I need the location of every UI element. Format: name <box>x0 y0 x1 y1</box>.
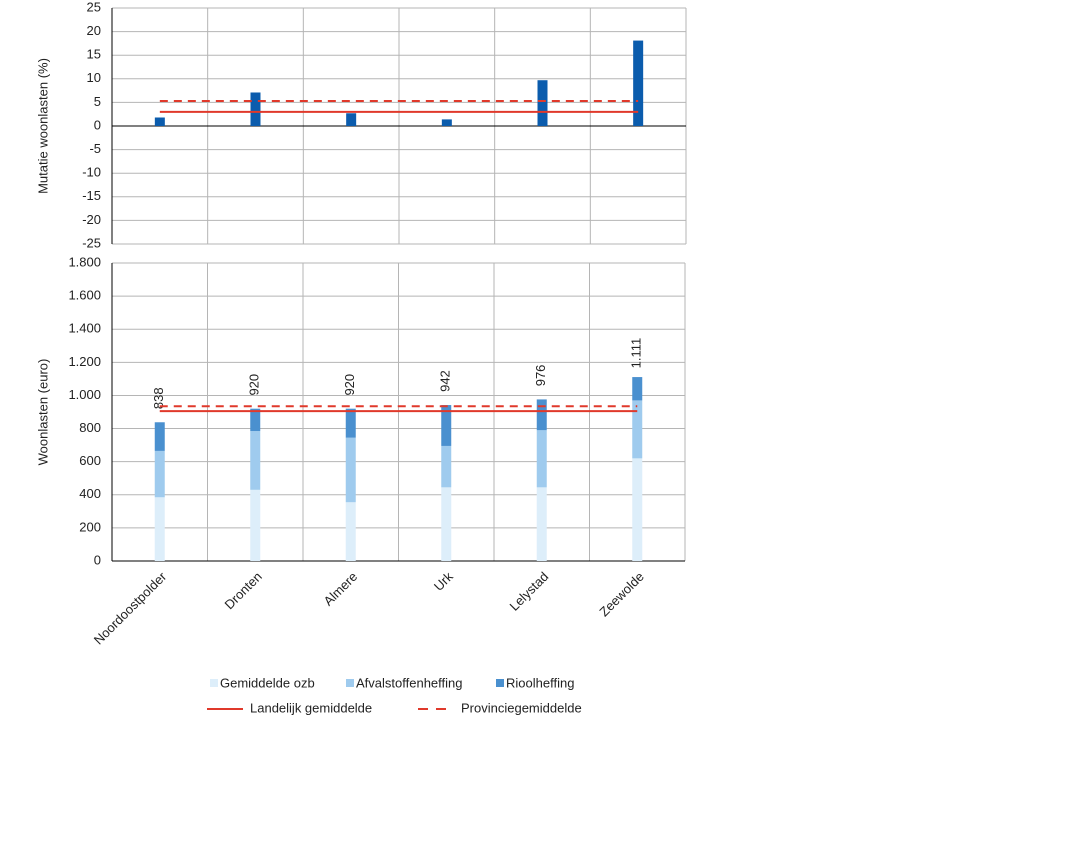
total-label: 976 <box>533 365 548 387</box>
y-axis-label: Mutatie woonlasten (%) <box>35 58 50 194</box>
legend-label: Rioolheffing <box>506 675 574 690</box>
y-tick-label: 400 <box>79 486 101 501</box>
y-tick-label: 15 <box>87 47 101 62</box>
y-tick-label: 200 <box>79 519 101 534</box>
y-tick-label: 1.800 <box>68 254 101 269</box>
legend-label: Gemiddelde ozb <box>220 675 315 690</box>
y-tick-label: -5 <box>89 141 101 156</box>
y-tick-label: -15 <box>82 188 101 203</box>
bar <box>250 92 261 126</box>
y-tick-label: 20 <box>87 23 101 38</box>
bar-segment <box>250 431 261 490</box>
bar-segment <box>250 489 261 561</box>
x-tick-label: Zeewolde <box>596 569 646 619</box>
y-tick-label: 1.400 <box>68 321 101 336</box>
bar <box>154 117 165 126</box>
bar <box>537 80 548 126</box>
legend-label: Afvalstoffenheffing <box>356 675 463 690</box>
y-tick-label: 800 <box>79 420 101 435</box>
bar-segment <box>250 408 261 432</box>
total-label: 942 <box>438 370 453 392</box>
bar-segment <box>632 377 643 401</box>
y-tick-label: 0 <box>94 552 101 567</box>
bar-segment <box>154 497 165 561</box>
bar-segment <box>441 445 452 488</box>
bar-segment <box>441 487 452 561</box>
bar-segment <box>632 458 643 561</box>
y-tick-label: 1.200 <box>68 354 101 369</box>
total-label: 920 <box>342 374 357 396</box>
y-tick-label: 600 <box>79 453 101 468</box>
bar-segment <box>345 408 356 438</box>
x-tick-label: Lelystad <box>506 569 551 614</box>
bar-segment <box>441 405 452 446</box>
y-tick-label: 5 <box>94 94 101 109</box>
bar-segment <box>536 430 547 488</box>
total-label: 920 <box>247 374 262 396</box>
x-tick-label: Urk <box>431 569 456 594</box>
y-tick-label: 10 <box>87 70 101 85</box>
y-tick-label: 25 <box>87 0 101 14</box>
bar <box>346 113 357 126</box>
legend-swatch <box>346 679 354 687</box>
bar <box>633 40 644 126</box>
y-tick-label: 1.000 <box>68 387 101 402</box>
y-axis-label: Woonlasten (euro) <box>35 359 50 466</box>
y-tick-label: -20 <box>82 212 101 227</box>
bar-segment <box>154 422 165 451</box>
y-tick-label: -25 <box>82 235 101 250</box>
x-tick-label: Dronten <box>221 569 264 612</box>
bar <box>441 119 452 126</box>
bar-segment <box>536 399 547 431</box>
y-tick-label: 0 <box>94 117 101 132</box>
x-tick-label: Almere <box>321 569 361 609</box>
legend-swatch <box>496 679 504 687</box>
total-label: 838 <box>151 387 166 409</box>
y-tick-label: -10 <box>82 165 101 180</box>
legend-label: Provinciegemiddelde <box>461 700 582 715</box>
bar-segment <box>632 400 643 459</box>
legend-label: Landelijk gemiddelde <box>250 700 372 715</box>
y-tick-label: 1.600 <box>68 288 101 303</box>
bar-segment <box>345 437 356 503</box>
bar-segment <box>154 450 165 498</box>
legend-swatch <box>210 679 218 687</box>
bar-segment <box>536 487 547 561</box>
x-tick-label: Noordoostpolder <box>91 568 170 647</box>
bar-segment <box>345 502 356 561</box>
total-label: 1.111 <box>629 338 644 369</box>
